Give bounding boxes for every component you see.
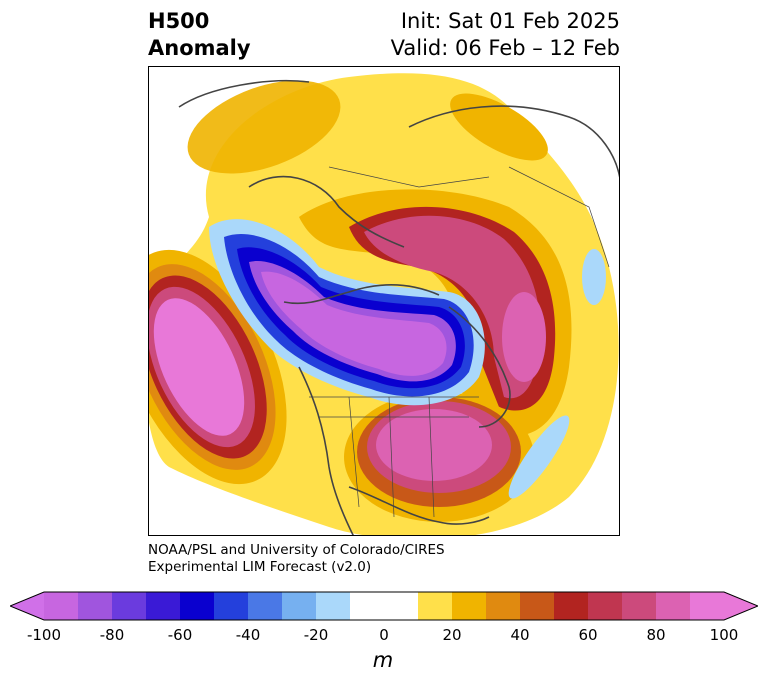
siberia-ridge xyxy=(450,93,548,161)
colorbar-tick-label: 20 xyxy=(442,626,462,644)
colorbar-bin xyxy=(486,592,521,620)
colorbar-bin xyxy=(690,592,725,620)
colorbar-bin xyxy=(214,592,249,620)
colorbar-bin xyxy=(350,592,385,620)
map-title-left: H500 Anomaly xyxy=(148,8,251,62)
colorbar-bin xyxy=(384,592,419,620)
colorbar-bin xyxy=(452,592,487,620)
colorbar-bin xyxy=(282,592,317,620)
colorbar-tick-label: 80 xyxy=(646,626,666,644)
init-date-label: Init: Sat 01 Feb 2025 xyxy=(400,9,620,33)
credit-text: NOAA/PSL and University of Colorado/CIRE… xyxy=(148,542,445,576)
colorbar-bin xyxy=(44,592,79,620)
colorbar-tick-label: -20 xyxy=(303,626,329,644)
colorbar-bins xyxy=(44,592,725,620)
map-canvas xyxy=(149,73,619,535)
valid-range-label: Valid: 06 Feb – 12 Feb xyxy=(390,36,620,60)
colorbar-tick-label: -60 xyxy=(167,626,193,644)
colorbar-tick-label: -80 xyxy=(99,626,125,644)
colorbar-tick-label: 60 xyxy=(578,626,598,644)
atlantic-trough-south xyxy=(508,415,570,499)
borders xyxy=(309,166,610,518)
pacific-ridge-100 xyxy=(153,298,245,436)
colorbar-bin xyxy=(588,592,623,620)
canada-trough-100 xyxy=(261,271,447,376)
anomaly-map xyxy=(148,66,620,536)
colorbar-bin xyxy=(622,592,657,620)
colorbar-outline xyxy=(10,591,758,621)
colorbar-unit-label: m xyxy=(372,648,394,672)
colorbar-tick-label: 40 xyxy=(510,626,530,644)
arctic-positive-inner xyxy=(364,215,541,399)
colorbar-bin xyxy=(554,592,589,620)
colorbar-bin xyxy=(78,592,113,620)
colorbar-bin xyxy=(316,592,351,620)
atlantic-trough xyxy=(582,249,606,305)
colorbar-tick-label: -40 xyxy=(235,626,261,644)
colorbar-bin xyxy=(180,592,215,620)
colorbar-bin xyxy=(112,592,147,620)
atlantic-positive-center xyxy=(502,292,546,382)
variable-label: H500 xyxy=(148,9,210,33)
colorbar-bin xyxy=(656,592,691,620)
colorbar-bin xyxy=(146,592,181,620)
eastern-us-ridge-90 xyxy=(376,409,492,481)
colorbar-tick-label: -100 xyxy=(26,626,62,644)
coastlines xyxy=(178,79,619,535)
siberia-ridge-outer xyxy=(187,80,341,174)
anomaly-label: Anomaly xyxy=(148,36,251,60)
colorbar-tick-label: 100 xyxy=(709,626,739,644)
colorbar-over-arrow xyxy=(724,592,758,620)
credit-line-2: Experimental LIM Forecast (v2.0) xyxy=(148,559,372,575)
colorbar xyxy=(10,591,758,621)
colorbar-bin xyxy=(418,592,453,620)
colorbar-under-arrow xyxy=(10,592,44,620)
credit-line-1: NOAA/PSL and University of Colorado/CIRE… xyxy=(148,542,445,558)
colorbar-tick-label: 0 xyxy=(379,626,389,644)
colorbar-bin xyxy=(520,592,555,620)
map-title-right: Init: Sat 01 Feb 2025 Valid: 06 Feb – 12… xyxy=(391,8,620,62)
colorbar-bin xyxy=(248,592,283,620)
